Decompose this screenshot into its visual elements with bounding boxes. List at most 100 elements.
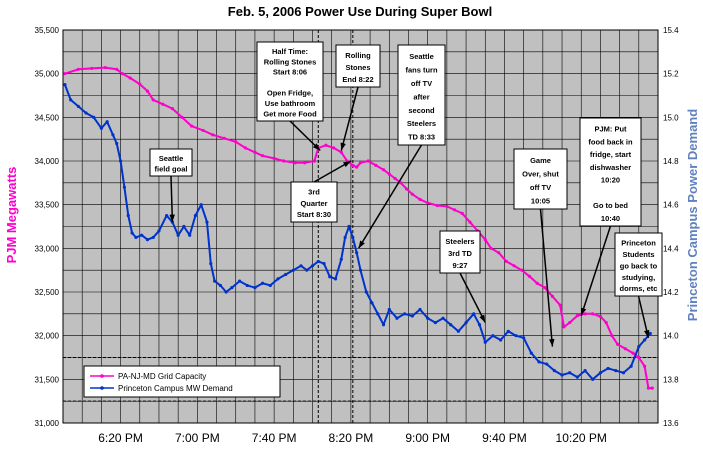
- y-tick-right: 14.2: [663, 288, 679, 297]
- campus-demand-point: [237, 279, 242, 283]
- annotation-text: Quarter: [300, 199, 327, 208]
- campus-demand-point: [583, 369, 587, 373]
- campus-demand-point: [193, 213, 198, 218]
- annotation-text: food back in: [588, 137, 633, 146]
- grid-capacity-point: [332, 146, 336, 150]
- y-tick-right: 14.0: [663, 332, 679, 341]
- grid-capacity-point: [497, 251, 501, 255]
- grid-capacity-point: [562, 325, 566, 329]
- grid-capacity-point: [631, 351, 635, 355]
- grid-capacity-point: [468, 220, 472, 224]
- annotation-text: Open Fridge,: [267, 89, 313, 98]
- campus-demand-point: [199, 203, 203, 207]
- annotation-text: Seattle: [159, 154, 184, 163]
- grid-capacity-point: [324, 143, 328, 147]
- annotation-text: 9:27: [452, 261, 467, 270]
- grid-capacity-point: [234, 140, 238, 144]
- campus-demand-point: [537, 360, 541, 364]
- grid-capacity-point: [489, 246, 493, 250]
- campus-demand-point: [118, 159, 123, 163]
- annotation-text: Seattle: [409, 52, 434, 61]
- annotation-arrowhead: [358, 240, 365, 249]
- campus-demand-point: [483, 340, 487, 344]
- campus-demand-point: [188, 233, 192, 237]
- plot-area: 31,000 31,500 32,000 32,500 33,000 33,500 34,0…: [35, 26, 680, 445]
- annotation-text: Start 8:06: [273, 68, 307, 77]
- campus-demand-point: [230, 286, 234, 290]
- campus-demand-point: [76, 104, 80, 109]
- grid-capacity-point: [646, 386, 651, 390]
- campus-demand-point: [506, 329, 510, 333]
- campus-demand-point: [499, 338, 503, 342]
- grid-capacity-point: [90, 66, 94, 71]
- grid-capacity-point: [128, 76, 132, 80]
- grid-capacity-point: [201, 128, 205, 133]
- grid-capacity-point: [426, 201, 430, 205]
- x-tick-label: 10:20 PM: [556, 431, 607, 445]
- y-tick-right: 15.0: [663, 113, 679, 122]
- campus-demand-point: [157, 229, 161, 233]
- grid-capacity-point: [512, 264, 516, 268]
- campus-demand-point: [629, 364, 633, 368]
- y-tick-right: 15.2: [663, 70, 679, 79]
- annotation-text: End 8:22: [342, 75, 373, 84]
- grid-capacity-point: [610, 334, 614, 338]
- grid-capacity-point: [616, 342, 620, 346]
- grid-capacity-point: [381, 168, 386, 172]
- grid-capacity-point: [151, 98, 155, 102]
- campus-demand-point: [145, 238, 150, 242]
- grid-capacity-point: [591, 312, 595, 316]
- grid-capacity-point: [568, 320, 572, 325]
- legend: PA-NJ-MD Grid Capacity Princeton Campus M…: [83, 365, 281, 398]
- annotation-text: 3rd: [308, 188, 320, 197]
- grid-capacity-point: [543, 286, 547, 290]
- legend-box: [83, 365, 281, 398]
- campus-demand-point: [182, 224, 186, 229]
- grid-capacity-point: [103, 65, 107, 70]
- campus-demand-point: [606, 366, 610, 371]
- annotation-text: studying,: [622, 273, 655, 282]
- campus-demand-point: [552, 369, 556, 373]
- annotation-text: Stones: [345, 63, 370, 72]
- campus-demand-point: [343, 235, 347, 240]
- grid-capacity-point: [483, 238, 487, 242]
- campus-demand-point: [253, 286, 257, 290]
- campus-demand-point: [648, 331, 652, 336]
- annotation-text: 3rd TD: [448, 249, 472, 258]
- annotation-box: [149, 148, 193, 177]
- grid-capacity-point: [253, 150, 257, 154]
- annotation-text: 10:20: [601, 176, 620, 185]
- campus-demand-point: [441, 316, 445, 320]
- campus-demand-point: [333, 277, 338, 281]
- campus-demand-point: [322, 262, 326, 266]
- grid-capacity-point: [393, 176, 397, 181]
- y-tick-left: 32,000: [35, 332, 60, 341]
- grid-capacity-point: [550, 294, 555, 298]
- grid-capacity-point: [170, 107, 175, 111]
- annotation-box: [513, 148, 568, 210]
- grid-capacity-point: [282, 159, 286, 163]
- grid-capacity-point: [637, 355, 641, 360]
- grid-capacity-point: [145, 89, 150, 93]
- campus-demand-point: [560, 373, 564, 377]
- grid-capacity-point: [575, 313, 579, 318]
- y-tick-right: 15.4: [663, 26, 679, 35]
- campus-demand-point: [472, 312, 476, 316]
- campus-demand-point: [529, 351, 533, 355]
- campus-demand-point: [381, 323, 386, 327]
- x-tick-label: 9:00 PM: [405, 431, 450, 445]
- grid-capacity-point: [410, 192, 414, 196]
- grid-capacity-point: [642, 364, 647, 368]
- y-tick-left: 35,500: [35, 26, 60, 35]
- annotation-text: 10:05: [531, 197, 550, 206]
- campus-demand-point: [299, 264, 303, 268]
- grid-capacity-point: [312, 159, 317, 163]
- campus-demand-point: [591, 377, 595, 381]
- campus-demand-point: [426, 316, 430, 320]
- campus-demand-point: [140, 233, 144, 237]
- campus-demand-point: [84, 111, 88, 115]
- campus-demand-point: [284, 272, 288, 277]
- campus-demand-point: [403, 312, 407, 316]
- annotation-box: [256, 41, 324, 122]
- campus-demand-point: [151, 235, 155, 240]
